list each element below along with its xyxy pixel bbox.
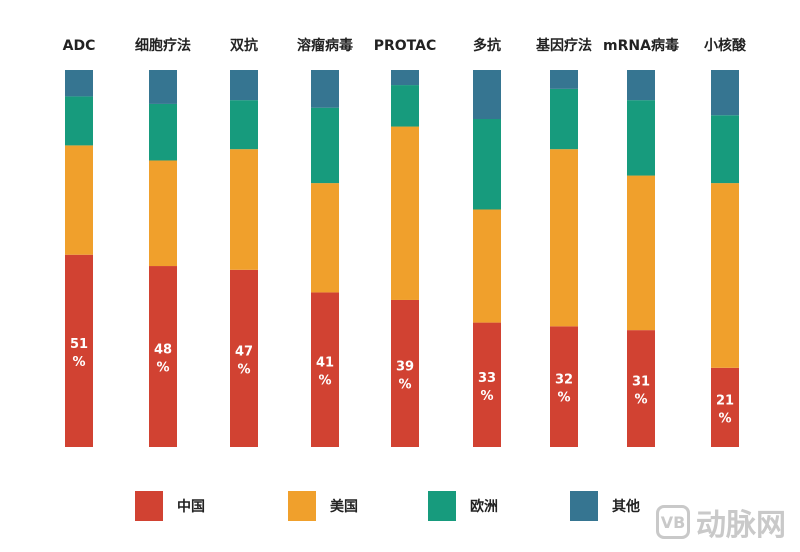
legend-swatch	[570, 491, 598, 521]
bar-segment-美国	[550, 149, 578, 327]
category-label: 基因疗法	[536, 37, 592, 54]
bar-segment-美国	[473, 209, 501, 323]
bar-segment-中国	[230, 269, 258, 447]
legend-label: 中国	[177, 498, 205, 515]
data-label: 39	[396, 359, 414, 374]
bar-segment-中国	[550, 326, 578, 447]
bar-segment-美国	[149, 160, 177, 267]
legend-label: 美国	[330, 498, 358, 515]
bar-segment-其他	[550, 70, 578, 89]
bar-segment-中国	[391, 299, 419, 447]
data-label-unit: %	[718, 411, 731, 426]
legend-label: 其他	[612, 498, 640, 515]
bar-segment-其他	[473, 70, 501, 120]
legend-label: 欧洲	[470, 498, 498, 515]
watermark-text: 动脉网	[696, 508, 786, 543]
category-label: 溶瘤病毒	[297, 37, 353, 54]
bar-segment-其他	[711, 70, 739, 116]
bar-segment-其他	[65, 70, 93, 97]
legend-swatch	[135, 491, 163, 521]
bar-segment-欧洲	[149, 103, 177, 161]
bar-segment-美国	[311, 183, 339, 293]
bar-segment-欧洲	[311, 107, 339, 184]
watermark: VB 动脉网	[656, 500, 786, 544]
bar-segment-其他	[391, 70, 419, 86]
data-label: 51	[70, 337, 88, 352]
data-label-unit: %	[398, 377, 411, 392]
bar-segment-中国	[65, 254, 93, 447]
bar-segment-美国	[230, 149, 258, 270]
category-label: mRNA病毒	[603, 37, 679, 54]
data-label: 33	[478, 371, 496, 386]
data-label: 41	[316, 356, 334, 371]
bar-segment-中国	[311, 292, 339, 447]
bar-segment-美国	[711, 183, 739, 368]
bar-segment-美国	[391, 126, 419, 300]
data-label: 21	[716, 393, 734, 408]
category-label: ADC	[63, 38, 96, 54]
category-label: 小核酸	[704, 37, 747, 54]
data-label-unit: %	[237, 362, 250, 377]
data-label-unit: %	[72, 355, 85, 370]
data-label-unit: %	[557, 391, 570, 406]
category-label: PROTAC	[374, 38, 437, 54]
data-label: 48	[154, 343, 172, 358]
bar-segment-美国	[627, 175, 655, 331]
data-label: 32	[555, 373, 573, 388]
data-label: 31	[632, 375, 650, 390]
bar-segment-中国	[711, 367, 739, 447]
category-label: 双抗	[230, 37, 258, 54]
data-label-unit: %	[156, 361, 169, 376]
data-label-unit: %	[634, 393, 647, 408]
bar-segment-中国	[627, 330, 655, 447]
data-label: 47	[235, 344, 253, 359]
bar-segment-中国	[473, 322, 501, 447]
bar-segment-美国	[65, 145, 93, 255]
bar-segment-欧洲	[230, 100, 258, 150]
bar-segment-其他	[230, 70, 258, 101]
bar-segment-欧洲	[550, 88, 578, 150]
legend-swatch	[428, 491, 456, 521]
category-label: 多抗	[473, 37, 501, 54]
watermark-logo-icon: VB	[656, 505, 690, 539]
bar-segment-中国	[149, 266, 177, 447]
bar-segment-其他	[311, 70, 339, 108]
bar-segment-欧洲	[473, 119, 501, 210]
category-label: 细胞疗法	[135, 37, 191, 54]
bar-segment-欧洲	[65, 96, 93, 146]
legend-swatch	[288, 491, 316, 521]
bar-segment-欧洲	[711, 115, 739, 184]
bar-segment-其他	[627, 70, 655, 101]
bar-segment-其他	[149, 70, 177, 104]
data-label-unit: %	[480, 389, 493, 404]
bar-segment-欧洲	[391, 85, 419, 127]
data-label-unit: %	[318, 374, 331, 389]
bar-segment-欧洲	[627, 100, 655, 176]
